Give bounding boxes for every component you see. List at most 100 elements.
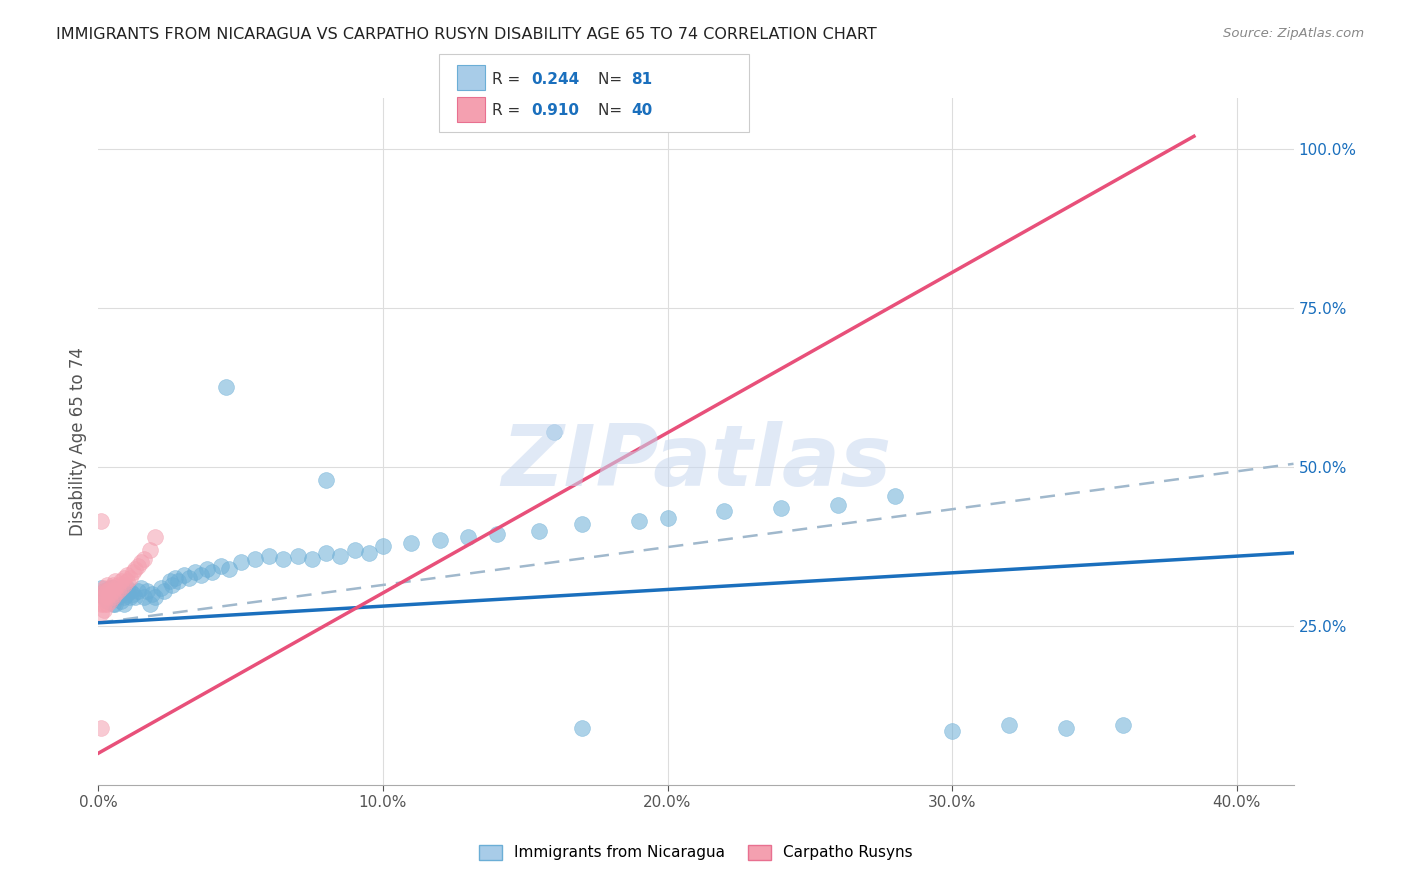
Point bbox=[104, 587, 127, 601]
Point bbox=[101, 584, 124, 599]
Point bbox=[115, 587, 138, 601]
Point bbox=[93, 591, 115, 605]
Point bbox=[121, 565, 143, 579]
Point bbox=[301, 552, 323, 566]
Point bbox=[243, 552, 266, 566]
Point bbox=[112, 571, 135, 585]
Point bbox=[287, 549, 309, 563]
Point bbox=[195, 562, 218, 576]
Point bbox=[657, 511, 679, 525]
Point bbox=[96, 593, 118, 607]
Point bbox=[112, 597, 135, 611]
Point bbox=[107, 584, 129, 599]
Point bbox=[96, 584, 118, 599]
Point bbox=[118, 571, 141, 585]
Text: ZIPatlas: ZIPatlas bbox=[501, 421, 891, 504]
Point bbox=[121, 587, 143, 601]
Point bbox=[104, 584, 127, 599]
Point bbox=[101, 577, 124, 591]
Point bbox=[257, 549, 280, 563]
Point bbox=[127, 558, 149, 573]
Text: R =: R = bbox=[492, 72, 526, 87]
Point bbox=[124, 562, 146, 576]
Point bbox=[124, 591, 146, 605]
Point bbox=[107, 584, 129, 599]
Point bbox=[571, 517, 593, 532]
Point bbox=[1054, 721, 1077, 735]
Point bbox=[998, 717, 1021, 731]
Point bbox=[229, 555, 252, 569]
Point bbox=[827, 498, 849, 512]
Point bbox=[98, 593, 121, 607]
Point bbox=[112, 591, 135, 605]
Point bbox=[143, 591, 166, 605]
Point bbox=[138, 597, 160, 611]
Point bbox=[98, 581, 121, 595]
Point bbox=[110, 574, 132, 589]
Point bbox=[571, 721, 593, 735]
Point bbox=[107, 591, 129, 605]
Point bbox=[96, 591, 118, 605]
Point bbox=[132, 591, 155, 605]
Point bbox=[173, 568, 195, 582]
Point bbox=[112, 577, 135, 591]
Point bbox=[96, 597, 118, 611]
Point bbox=[941, 723, 963, 738]
Point bbox=[90, 581, 112, 595]
Point bbox=[115, 568, 138, 582]
Point bbox=[93, 584, 115, 599]
Point bbox=[713, 504, 735, 518]
Point bbox=[529, 524, 551, 538]
Point bbox=[485, 526, 508, 541]
Point bbox=[884, 489, 907, 503]
Point bbox=[98, 593, 121, 607]
Point bbox=[101, 597, 124, 611]
Text: N=: N= bbox=[598, 103, 627, 118]
Point bbox=[401, 536, 423, 550]
Point bbox=[90, 587, 112, 601]
Point bbox=[90, 721, 112, 735]
Point bbox=[457, 530, 479, 544]
Point bbox=[101, 581, 124, 595]
Text: IMMIGRANTS FROM NICARAGUA VS CARPATHO RUSYN DISABILITY AGE 65 TO 74 CORRELATION : IMMIGRANTS FROM NICARAGUA VS CARPATHO RU… bbox=[56, 27, 877, 42]
Point bbox=[110, 587, 132, 601]
Point bbox=[115, 581, 138, 595]
Point bbox=[138, 542, 160, 557]
Legend: Immigrants from Nicaragua, Carpatho Rusyns: Immigrants from Nicaragua, Carpatho Rusy… bbox=[472, 838, 920, 867]
Point bbox=[179, 571, 201, 585]
Point bbox=[209, 558, 232, 573]
Point bbox=[343, 542, 366, 557]
Point bbox=[162, 577, 184, 591]
Point bbox=[153, 584, 176, 599]
Point bbox=[273, 552, 295, 566]
Point bbox=[357, 546, 380, 560]
Text: R =: R = bbox=[492, 103, 526, 118]
Point bbox=[150, 581, 173, 595]
Point bbox=[93, 584, 115, 599]
Point bbox=[90, 591, 112, 605]
Point bbox=[93, 587, 115, 601]
Point bbox=[101, 591, 124, 605]
Point bbox=[218, 562, 240, 576]
Point bbox=[110, 581, 132, 595]
Point bbox=[329, 549, 352, 563]
Point bbox=[129, 581, 152, 595]
Point bbox=[315, 473, 337, 487]
Point bbox=[115, 574, 138, 589]
Point bbox=[184, 565, 207, 579]
Point bbox=[165, 571, 187, 585]
Point bbox=[135, 584, 157, 599]
Point bbox=[104, 574, 127, 589]
Point bbox=[132, 552, 155, 566]
Point bbox=[93, 597, 115, 611]
Point bbox=[215, 380, 238, 394]
Point bbox=[98, 587, 121, 601]
Point bbox=[118, 591, 141, 605]
Point bbox=[141, 587, 163, 601]
Point bbox=[110, 581, 132, 595]
Point bbox=[371, 540, 394, 554]
Point bbox=[190, 568, 212, 582]
Point bbox=[90, 514, 112, 528]
Point bbox=[118, 584, 141, 599]
Point bbox=[143, 530, 166, 544]
